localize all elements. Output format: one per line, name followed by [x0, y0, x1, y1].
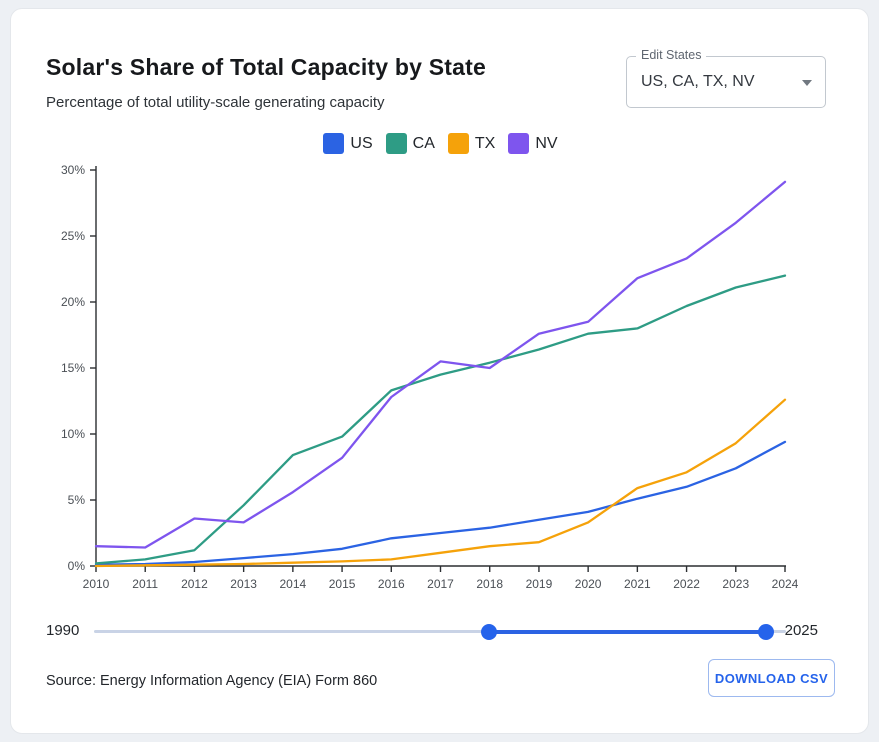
line-chart: 0% 5% 10% 15% 20% 25% 30% 2010 2011 2012 2013 2014 2…: [61, 163, 799, 591]
legend-label: TX: [474, 134, 496, 152]
slider-track[interactable]: [94, 623, 786, 640]
x-tick-label: 2013: [230, 577, 257, 591]
slider-min-label: 1990: [46, 622, 80, 639]
series-line-US: [94, 440, 787, 566]
legend-swatch: [323, 133, 345, 154]
legend-item-CA[interactable]: CA: [385, 133, 435, 154]
edit-states-select[interactable]: Edit States US, CA, TX, NV: [626, 48, 826, 108]
x-tick-label: 2016: [378, 577, 405, 591]
series-line-TX: [94, 398, 787, 568]
chevron-down-icon: [802, 80, 812, 86]
x-tick-label: 2020: [575, 577, 602, 591]
series-line-NV: [94, 180, 787, 549]
legend-swatch: [508, 133, 530, 154]
y-tick-label: 0%: [68, 559, 86, 573]
page-title: Solar's Share of Total Capacity by State: [46, 54, 486, 80]
x-tick-label: 2011: [132, 577, 158, 591]
x-tick-label: 2021: [624, 577, 651, 591]
edit-states-label: Edit States: [636, 48, 707, 62]
chart-legend: US CA TX NV: [11, 133, 870, 154]
legend-label: CA: [412, 134, 435, 152]
x-tick-label: 2022: [673, 577, 700, 591]
chart-axes: [90, 166, 786, 572]
page-subtitle: Percentage of total utility-scale genera…: [46, 94, 385, 111]
y-tick-label: 5%: [68, 493, 86, 507]
y-tick-label: 30%: [61, 163, 85, 177]
x-tick-label: 2024: [772, 577, 799, 591]
x-tick-label: 2014: [280, 577, 307, 591]
x-tick-label: 2010: [83, 577, 110, 591]
axis-tick-labels: 0% 5% 10% 15% 20% 25% 30% 2010 2011 2012 2013 2014 2…: [61, 163, 799, 591]
legend-item-US[interactable]: US: [323, 133, 373, 154]
edit-states-value: US, CA, TX, NV: [641, 73, 755, 90]
slider-handle-end[interactable]: [758, 623, 775, 640]
x-tick-label: 2023: [722, 577, 749, 591]
y-tick-label: 15%: [61, 361, 85, 375]
series-line-CA: [94, 274, 787, 565]
download-csv-button[interactable]: DOWNLOAD CSV: [708, 659, 835, 697]
legend-item-TX[interactable]: TX: [447, 133, 496, 154]
y-tick-label: 25%: [61, 229, 85, 243]
legend-label: NV: [535, 134, 558, 152]
y-tick-label: 10%: [61, 427, 85, 441]
chart-card: Solar's Share of Total Capacity by State…: [10, 8, 869, 734]
x-tick-label: 2017: [427, 577, 454, 591]
x-tick-label: 2018: [476, 577, 503, 591]
legend-label: US: [350, 134, 373, 152]
slider-handle-start[interactable]: [481, 623, 498, 640]
x-tick-label: 2015: [329, 577, 356, 591]
legend-swatch: [447, 133, 469, 154]
y-tick-label: 20%: [61, 295, 85, 309]
slider-active-range: [489, 629, 767, 634]
x-tick-label: 2019: [526, 577, 553, 591]
source-caption: Source: Energy Information Agency (EIA) …: [46, 673, 378, 689]
legend-item-NV[interactable]: NV: [508, 133, 558, 154]
slider-max-label: 2025: [784, 622, 818, 639]
year-range-slider: 1990 2025: [11, 617, 870, 647]
legend-swatch: [385, 133, 407, 154]
x-tick-label: 2012: [181, 577, 208, 591]
